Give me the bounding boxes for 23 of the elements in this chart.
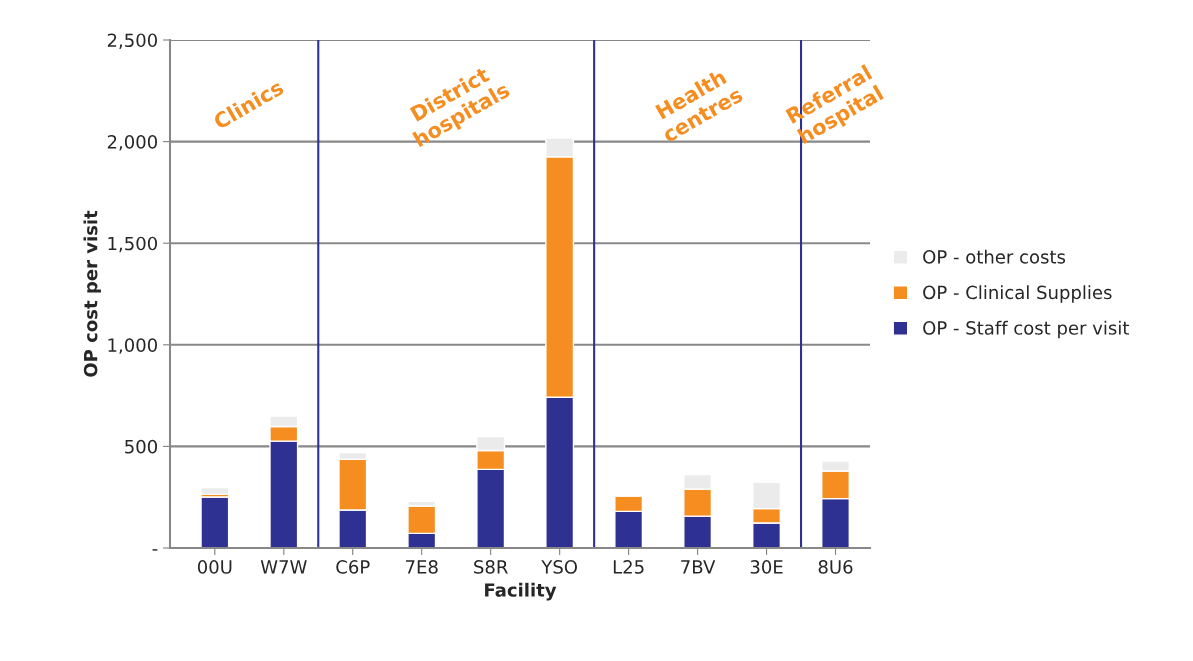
bar [200,486,230,496]
x-tick-label: 8U6 [818,560,853,574]
y-tick-label: 2,000 [107,135,157,151]
x-tick-label: C6P [336,560,370,574]
x-tick-label: 7BV [681,560,716,574]
y-tick-label: 2,500 [107,33,157,49]
x-axis-title: Facility [485,582,557,601]
legend-label: OP - Staff cost per visit [923,320,1129,339]
y-tick-label: - [152,549,158,551]
y-tick-label: 500 [125,439,157,454]
x-tick-label: L25 [613,560,644,574]
y-axis-title: OP cost per visit [83,210,101,377]
bar [200,496,230,548]
x-tick-label: 30E [750,560,783,574]
x-tick-label: 7E8 [406,560,438,574]
x-tick-label: S8R [474,560,508,574]
x-tick-label: W7W [260,560,307,574]
x-tick-label: YSO [541,560,577,574]
legend-label: OP - other costs [923,249,1066,264]
y-tick-label: 1,500 [108,236,157,253]
y-tick-label: 1,000 [108,338,157,354]
legend-label: OP - Clinical Supplies [923,285,1112,303]
x-tick-label: 00U [197,560,232,574]
